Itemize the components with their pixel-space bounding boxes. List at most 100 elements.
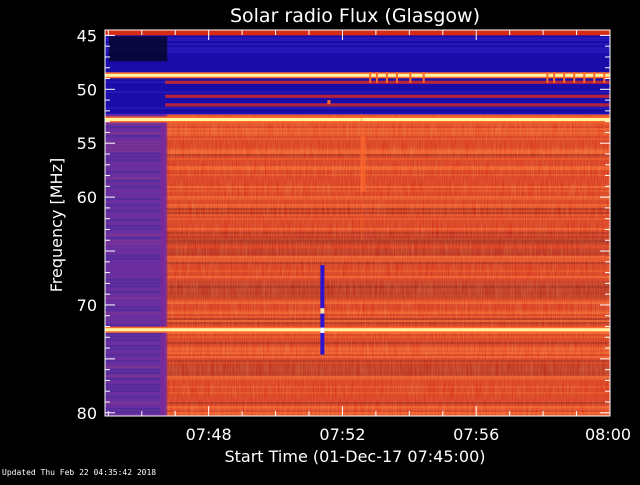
pre-onset-streak — [105, 336, 164, 339]
pre-onset-streak — [105, 243, 164, 246]
pre-onset-streak — [105, 411, 164, 414]
pre-onset-streak — [105, 204, 164, 207]
pre-onset-streak — [105, 333, 164, 336]
interference-tick — [385, 72, 388, 83]
y-tick-label: 50 — [77, 80, 97, 99]
pre-onset-streak — [105, 240, 164, 243]
pre-onset-streak — [105, 186, 164, 189]
pre-onset-streak — [105, 408, 164, 411]
interference-tick — [546, 72, 549, 83]
interference-tick — [553, 72, 556, 83]
pre-onset-streak — [105, 390, 164, 393]
x-tick-label: 07:56 — [453, 425, 499, 444]
pre-onset-streak — [105, 375, 164, 378]
pre-onset-streak — [105, 237, 164, 240]
y-axis-label: Frequency [MHz] — [47, 158, 66, 292]
pre-onset-streak — [105, 228, 164, 231]
pre-onset-streak — [105, 279, 164, 282]
pre-onset-streak — [105, 144, 164, 147]
pre-onset-streak — [105, 126, 164, 129]
pre-onset-streak — [105, 384, 164, 387]
y-tick-label: 80 — [77, 404, 97, 423]
burst-peak — [320, 327, 325, 333]
low-band-streak — [105, 113, 610, 115]
y-tick-label: 70 — [77, 296, 97, 315]
burst-peak — [320, 308, 325, 314]
pre-onset-streak — [105, 255, 164, 258]
y-tick-label: 55 — [77, 134, 97, 153]
low-band-streak — [105, 107, 610, 109]
pre-onset-streak — [105, 387, 164, 390]
low-band-streak — [105, 39, 610, 41]
x-tick-label: 08:00 — [585, 425, 631, 444]
pre-onset-streak — [105, 225, 164, 228]
interference-tick — [375, 72, 378, 83]
pre-onset-streak — [105, 156, 164, 159]
pre-onset-streak — [105, 234, 164, 237]
x-tick-label: 07:52 — [319, 425, 365, 444]
pre-onset-streak — [105, 123, 164, 126]
interference-tick — [409, 72, 412, 83]
chart-title: Solar radio Flux (Glasgow) — [230, 5, 480, 27]
interference-tick — [395, 72, 398, 83]
update-timestamp: Updated Thu Feb 22 04:35:42 2018 — [2, 468, 157, 477]
pre-onset-streak — [105, 159, 164, 162]
interference-tick — [573, 72, 576, 83]
pre-onset-streak — [105, 309, 164, 312]
pre-onset-streak — [105, 372, 164, 375]
pre-onset-streak — [105, 285, 164, 288]
onset-edge — [160, 114, 168, 416]
pre-onset-streak — [105, 402, 164, 405]
pre-onset-streak — [105, 210, 164, 213]
pre-onset-streak — [105, 177, 164, 180]
bright-band — [105, 328, 610, 332]
pre-onset-streak — [105, 360, 164, 363]
pre-onset-streak — [105, 378, 164, 381]
pre-onset-streak — [105, 354, 164, 357]
pre-onset-streak — [105, 171, 164, 174]
low-band-streak — [105, 47, 610, 49]
pre-onset-streak — [105, 297, 164, 300]
y-tick-label: 60 — [77, 188, 97, 207]
y-tick-label: 45 — [77, 26, 97, 45]
dark-block — [109, 36, 168, 62]
low-band-streak — [105, 51, 610, 53]
pre-onset-streak — [105, 306, 164, 309]
interference-tick — [422, 72, 425, 83]
low-band-streak — [105, 43, 610, 45]
faint-vertical-line — [360, 114, 363, 241]
pre-onset-streak — [105, 345, 164, 348]
pre-onset-streak — [105, 135, 164, 138]
pre-onset-streak — [105, 141, 164, 144]
bright-band — [105, 73, 610, 77]
pre-onset-streak — [105, 258, 164, 261]
interference-tick — [603, 72, 606, 83]
bright-band — [105, 117, 610, 121]
pre-onset-streak — [105, 132, 164, 135]
pre-onset-streak — [105, 150, 164, 153]
pre-onset-streak — [105, 198, 164, 201]
pre-onset-streak — [105, 153, 164, 156]
interference-tick — [369, 72, 372, 83]
pre-onset-streak — [105, 324, 164, 327]
noise-texture — [165, 114, 610, 416]
red-line — [165, 103, 610, 107]
red-line — [165, 94, 610, 98]
pre-onset-streak — [105, 366, 164, 369]
pre-onset-streak — [105, 348, 164, 351]
pre-onset-streak — [105, 396, 164, 399]
interference-tick — [583, 72, 586, 83]
low-band-streak — [105, 37, 610, 39]
low-band-streak — [105, 91, 610, 93]
interference-tick — [593, 72, 596, 83]
x-axis-label: Start Time (01-Dec-17 07:45:00) — [224, 447, 485, 466]
x-tick-label: 07:48 — [186, 425, 232, 444]
plot-frame — [104, 29, 611, 417]
pre-onset-streak — [105, 282, 164, 285]
interference-tick — [563, 72, 566, 83]
small-marker — [327, 100, 331, 105]
pre-onset-streak — [105, 180, 164, 183]
pre-onset-streak — [105, 312, 164, 315]
